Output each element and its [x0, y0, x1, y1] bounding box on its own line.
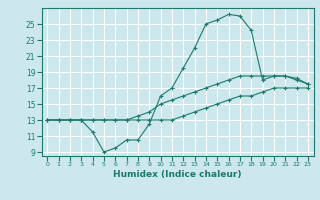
- X-axis label: Humidex (Indice chaleur): Humidex (Indice chaleur): [113, 170, 242, 179]
